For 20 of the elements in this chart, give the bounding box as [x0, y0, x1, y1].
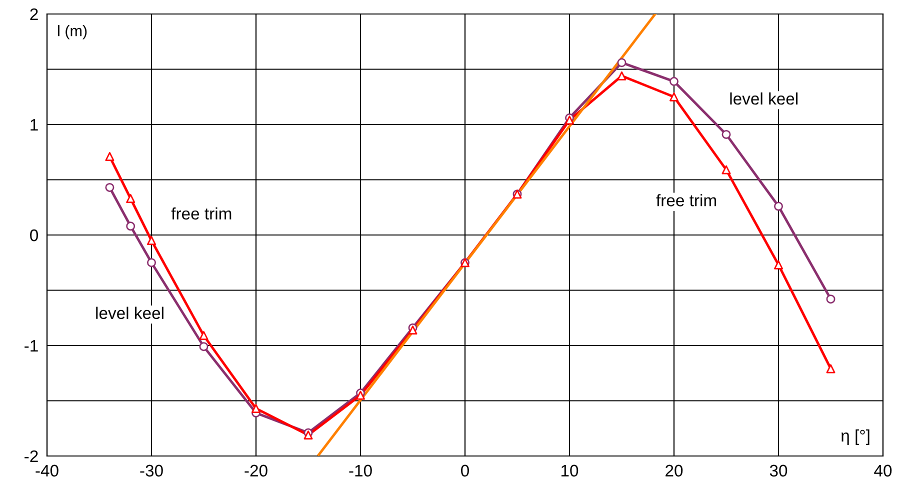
annotation: free trim: [171, 207, 232, 220]
y-tick-label: 2: [30, 8, 38, 20]
x-tick-label: -30: [140, 464, 163, 477]
y-tick-label: -1: [24, 340, 38, 352]
y-tick-label: 0: [30, 229, 38, 242]
x-tick-label: 40: [874, 464, 892, 477]
x-axis-title: η [°]: [842, 429, 870, 445]
x-tick-label: -20: [244, 464, 268, 477]
y-tick-label: 1: [30, 119, 38, 131]
x-tick-label: 20: [666, 464, 683, 477]
annotation: level keel: [730, 92, 798, 105]
y-tick-label: -2: [24, 450, 38, 462]
x-tick-label: -40: [36, 464, 58, 477]
annotation: level keel: [96, 306, 164, 320]
y-axis-title: l (m): [58, 25, 87, 40]
x-tick-label: 30: [770, 464, 788, 477]
x-tick-label: -10: [349, 464, 372, 477]
x-tick-label: 0: [461, 464, 469, 477]
x-tick-label: 10: [562, 464, 578, 477]
annotation: free trim: [656, 194, 716, 206]
